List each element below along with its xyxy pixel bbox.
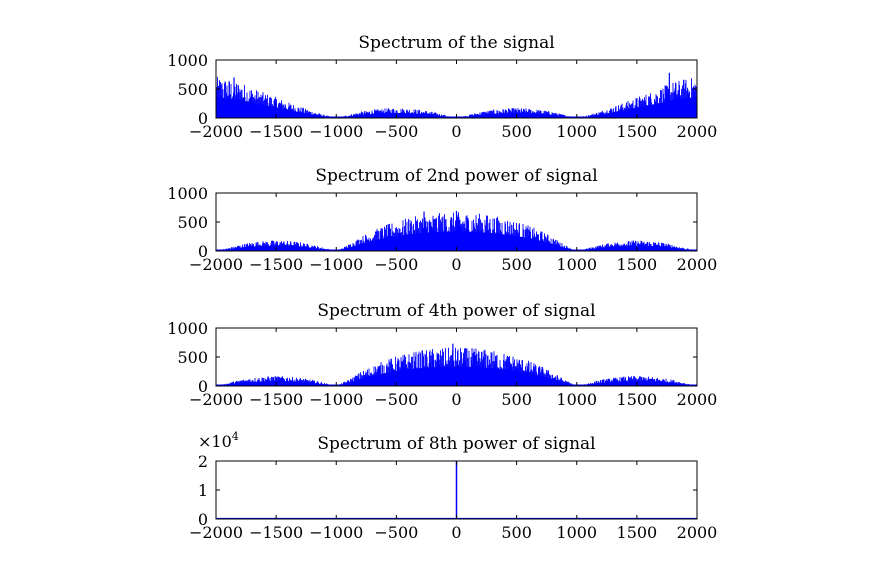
- y-tick-label: 2: [198, 452, 208, 471]
- y-tick-label: 1: [198, 481, 208, 500]
- subplot-1: Spectrum of the signal −2000 −1500 −1000 −50…: [167, 33, 717, 141]
- x-tick-label: −500: [374, 122, 418, 141]
- y-tick-label: 0: [198, 242, 208, 261]
- x-tick-label: 2000: [677, 255, 718, 274]
- y-tick-label: 1000: [167, 319, 208, 338]
- x-tick-label: −2000: [189, 255, 243, 274]
- x-tick-label: 2000: [677, 390, 718, 409]
- y-tick-label: 0: [198, 510, 208, 529]
- x-tick-label: 1000: [556, 523, 597, 542]
- x-tick-label: −1000: [309, 122, 363, 141]
- x-tick-label: 0: [451, 255, 461, 274]
- spectrum-lines: [216, 76, 697, 118]
- x-tick-label: −1000: [309, 523, 363, 542]
- y-tick-label: 500: [177, 80, 208, 99]
- x-tick-label: 500: [501, 523, 532, 542]
- series-data: [216, 72, 697, 118]
- series-data: [216, 343, 697, 386]
- x-tick-label: 0: [451, 122, 461, 141]
- x-tick-label: 1000: [556, 122, 597, 141]
- x-tick-label: 1500: [617, 523, 658, 542]
- x-tick-label: 1000: [556, 390, 597, 409]
- series-data: [216, 210, 697, 251]
- subplot-title: Spectrum of 2nd power of signal: [315, 166, 597, 186]
- x-tick-label: −500: [374, 523, 418, 542]
- x-tick-label: 500: [501, 122, 532, 141]
- x-tick-label: 500: [501, 390, 532, 409]
- x-tick-label: 0: [451, 523, 461, 542]
- x-tick-label: −2000: [189, 523, 243, 542]
- y-tick-label: 0: [198, 109, 208, 128]
- x-tick-label: −1500: [249, 122, 303, 141]
- subplot-title: Spectrum of 8th power of signal: [317, 434, 595, 454]
- x-tick-label: 2000: [677, 523, 718, 542]
- x-tick-label: −1500: [249, 255, 303, 274]
- x-tick-label: −1000: [309, 390, 363, 409]
- y-exponent-label: ×104: [198, 430, 239, 451]
- x-tick-label: 1500: [617, 255, 658, 274]
- subplot-title: Spectrum of the signal: [358, 33, 554, 53]
- x-tick-label: 500: [501, 255, 532, 274]
- subplot-2: Spectrum of 2nd power of signal −2000 −150…: [167, 166, 717, 274]
- x-tick-label: −500: [374, 390, 418, 409]
- x-tick-label: −1500: [249, 390, 303, 409]
- x-tick-label: 0: [451, 390, 461, 409]
- x-tick-label: 1500: [617, 122, 658, 141]
- x-tick-label: 1000: [556, 255, 597, 274]
- x-tick-label: −2000: [189, 390, 243, 409]
- x-tick-label: 2000: [677, 122, 718, 141]
- x-tick-label: −1000: [309, 255, 363, 274]
- y-tick-label: 0: [198, 377, 208, 396]
- y-tick-label: 500: [177, 348, 208, 367]
- y-tick-label: 1000: [167, 184, 208, 203]
- x-tick-label: −1500: [249, 523, 303, 542]
- x-tick-label: −500: [374, 255, 418, 274]
- y-tick-label: 500: [177, 213, 208, 232]
- series-data: [216, 461, 697, 519]
- y-tick-label: 1000: [167, 51, 208, 70]
- subplot-4: Spectrum of 8th power of signal −2000 −150…: [189, 430, 717, 542]
- subplot-title: Spectrum of 4th power of signal: [317, 301, 595, 321]
- x-tick-label: 1500: [617, 390, 658, 409]
- x-tick-label: −2000: [189, 122, 243, 141]
- subplot-3: Spectrum of 4th power of signal −2000 −150…: [167, 301, 717, 409]
